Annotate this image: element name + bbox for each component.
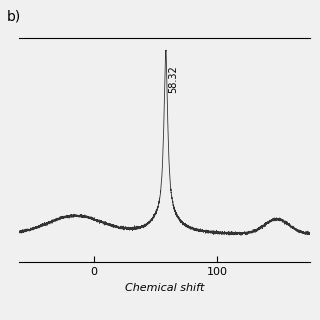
Text: b): b) (6, 10, 21, 24)
Text: 58.32: 58.32 (168, 65, 178, 93)
X-axis label: Chemical shift: Chemical shift (125, 283, 204, 293)
